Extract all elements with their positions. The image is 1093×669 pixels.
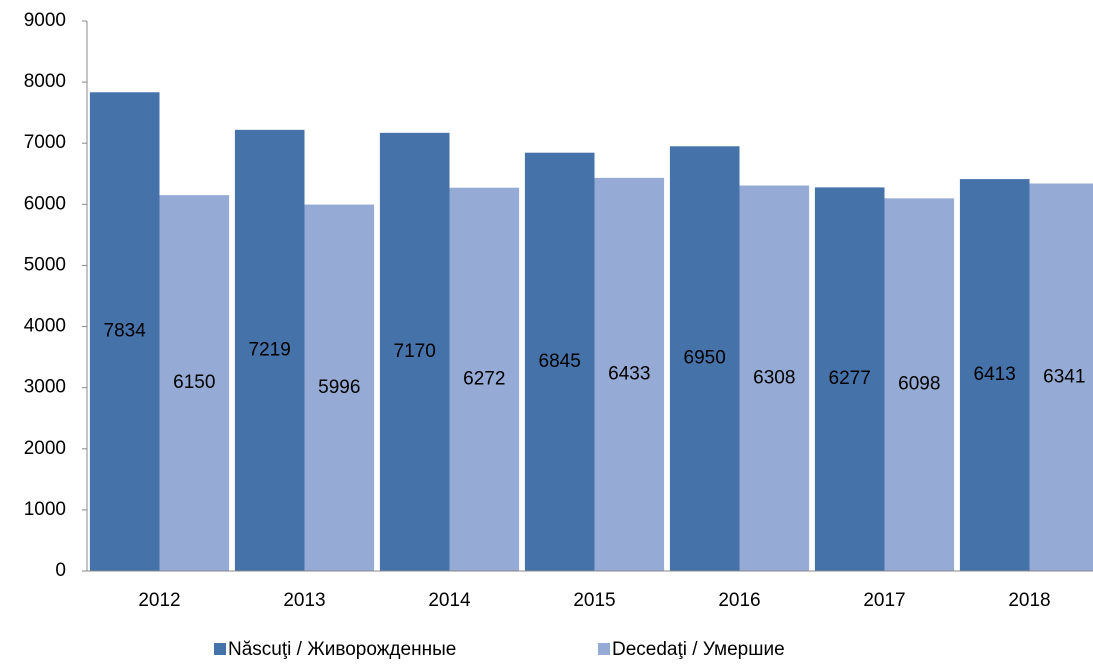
x-tick-label: 2012 (138, 590, 180, 611)
data-label: 5996 (318, 377, 360, 398)
y-tick-label: 1000 (24, 499, 66, 520)
data-label: 6272 (463, 368, 505, 389)
legend-label: Născuţi / Живорожденные (228, 639, 456, 660)
data-label: 6413 (974, 364, 1016, 385)
legend-label: Decedaţi / Умершие (612, 639, 785, 660)
x-tick-label: 2016 (718, 590, 760, 611)
y-tick-label: 8000 (24, 71, 66, 92)
data-label: 6341 (1043, 366, 1085, 387)
data-label: 7170 (394, 341, 436, 362)
x-tick-label: 2018 (1008, 590, 1050, 611)
legend-swatch (598, 643, 610, 655)
data-label: 6950 (684, 348, 726, 369)
x-tick-label: 2015 (573, 590, 615, 611)
y-tick-label: 6000 (24, 193, 66, 214)
y-tick-label: 3000 (24, 377, 66, 398)
data-label: 6150 (173, 372, 215, 393)
x-tick-label: 2013 (283, 590, 325, 611)
data-label: 6098 (898, 374, 940, 395)
y-tick-label: 9000 (24, 10, 66, 31)
x-tick-label: 2014 (428, 590, 471, 611)
data-label: 6845 (539, 351, 581, 372)
x-tick-label: 2017 (863, 590, 905, 611)
data-label: 7219 (249, 339, 291, 360)
data-label: 6308 (753, 367, 795, 388)
y-tick-label: 4000 (24, 316, 66, 337)
y-tick-label: 2000 (24, 438, 66, 459)
y-tick-label: 0 (55, 560, 66, 581)
y-tick-label: 7000 (24, 132, 66, 153)
legend-swatch (214, 643, 226, 655)
data-label: 6277 (829, 368, 871, 389)
data-label: 7834 (104, 321, 147, 342)
y-tick-label: 5000 (24, 254, 66, 275)
data-label: 6433 (608, 363, 650, 384)
